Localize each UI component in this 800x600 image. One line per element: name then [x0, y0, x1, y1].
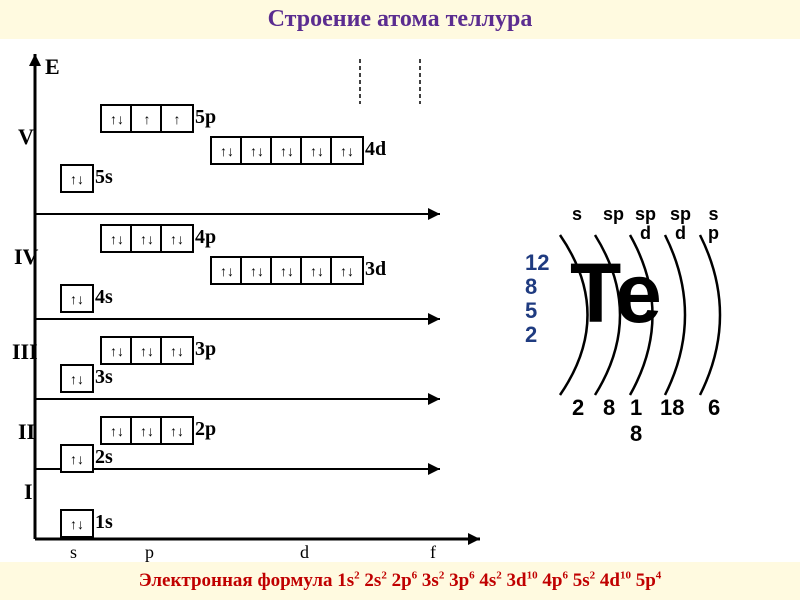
sublevel-axis-label: f	[430, 542, 436, 563]
shell-electron-count: 8	[603, 395, 615, 421]
shell-type-label: sp	[708, 205, 719, 243]
energy-diagram: E spdfVIVIIIIII↑↓1s↑↓2s↑↓↑↓↑↓2p↑↓3s↑↓↑↓↑…	[10, 44, 490, 544]
sublevel-axis-label: d	[300, 542, 309, 563]
orbital-box: ↑↓	[240, 256, 274, 285]
sublevel-axis-label: p	[145, 542, 154, 563]
orbital-box: ↑↓	[270, 256, 304, 285]
E-axis-label: E	[45, 54, 60, 80]
title-text: Строение атома теллура	[268, 6, 533, 32]
atomic-number: 2	[525, 322, 537, 348]
orbital-box: ↑↓	[60, 444, 94, 473]
orbital-box: ↑	[130, 104, 164, 133]
orbital-label: 5s	[95, 166, 113, 189]
orbital-box: ↑↓	[300, 256, 334, 285]
shell-roman-label: V	[18, 124, 34, 150]
shell-electron-count: 18	[630, 395, 642, 447]
shell-electron-count: 2	[572, 395, 584, 421]
orbital-box: ↑↓	[240, 136, 274, 165]
orbital-box: ↑↓	[60, 284, 94, 313]
shell-roman-label: III	[12, 339, 38, 365]
orbital-box: ↑↓	[160, 336, 194, 365]
shell-roman-label: II	[18, 419, 35, 445]
orbital-label: 4p	[195, 226, 216, 249]
orbital-label: 3d	[365, 258, 386, 281]
shell-roman-label: I	[24, 479, 33, 505]
orbital-box: ↑↓	[130, 336, 164, 365]
orbital-box: ↑↓	[130, 416, 164, 445]
electron-formula: Электронная формула 1s2 2s2 2p6 3s2 3p6 …	[139, 570, 662, 591]
formula-bar: Электронная формула 1s2 2s2 2p6 3s2 3p6 …	[0, 562, 800, 600]
shell-roman-label: IV	[14, 244, 38, 270]
orbital-label: 2p	[195, 418, 216, 441]
orbital-box: ↑↓	[330, 136, 364, 165]
orbital-box: ↑↓	[210, 136, 244, 165]
shell-type-label: spd	[670, 205, 691, 243]
orbital-box: ↑↓	[270, 136, 304, 165]
orbital-label: 4s	[95, 286, 113, 309]
orbital-box: ↑↓	[60, 364, 94, 393]
shell-electron-count: 18	[660, 395, 684, 421]
orbital-box: ↑↓	[100, 224, 134, 253]
atom-shell-diagram: Te 12852sspspdspdsp2818186	[490, 200, 790, 520]
orbital-box: ↑↓	[160, 416, 194, 445]
orbital-box: ↑↓	[330, 256, 364, 285]
title-bar: Строение атома теллура	[0, 0, 800, 39]
orbital-label: 4d	[365, 138, 386, 161]
sublevel-axis-label: s	[70, 542, 77, 563]
orbital-box: ↑↓	[210, 256, 244, 285]
shell-electron-count: 6	[708, 395, 720, 421]
orbital-box: ↑↓	[60, 509, 94, 538]
shell-type-label: s	[572, 205, 582, 224]
element-symbol: Te	[570, 245, 662, 342]
orbital-box: ↑↓	[100, 416, 134, 445]
atomic-number: 12	[525, 250, 549, 276]
atomic-number: 8	[525, 274, 537, 300]
atomic-number: 5	[525, 298, 537, 324]
orbital-label: 2s	[95, 446, 113, 469]
orbital-box: ↑↓	[300, 136, 334, 165]
orbital-box: ↑↓	[100, 336, 134, 365]
orbital-box: ↑	[160, 104, 194, 133]
orbital-label: 3p	[195, 338, 216, 361]
orbital-label: 3s	[95, 366, 113, 389]
shell-type-label: spd	[635, 205, 656, 243]
orbital-box: ↑↓	[60, 164, 94, 193]
orbital-box: ↑↓	[100, 104, 134, 133]
orbital-label: 5p	[195, 106, 216, 129]
shell-type-label: sp	[603, 205, 624, 224]
orbital-box: ↑↓	[160, 224, 194, 253]
orbital-box: ↑↓	[130, 224, 164, 253]
orbital-label: 1s	[95, 511, 113, 534]
